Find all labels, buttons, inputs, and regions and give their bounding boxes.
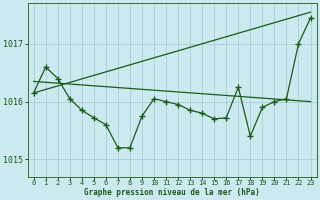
X-axis label: Graphe pression niveau de la mer (hPa): Graphe pression niveau de la mer (hPa): [84, 188, 260, 197]
